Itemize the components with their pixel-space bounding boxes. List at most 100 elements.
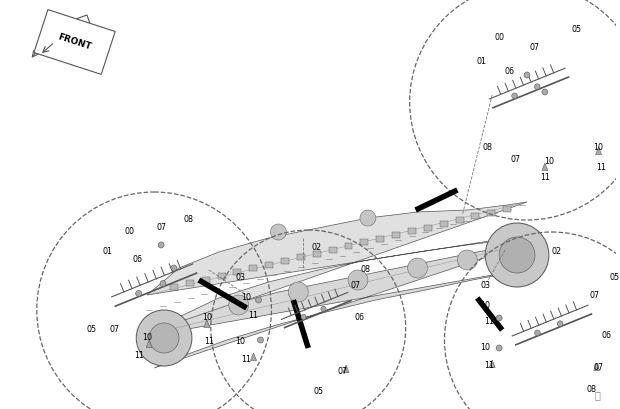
Bar [376,236,384,242]
Text: 03: 03 [480,281,490,290]
Text: 06: 06 [601,330,611,339]
Text: 10: 10 [242,294,252,303]
Text: 07: 07 [590,290,600,299]
Text: 00: 00 [124,227,135,236]
Text: 10: 10 [202,314,212,323]
Text: 11: 11 [484,360,494,369]
Circle shape [458,250,477,270]
Circle shape [158,242,164,248]
Circle shape [171,265,177,271]
Text: 11: 11 [484,317,494,326]
Text: 07: 07 [351,281,361,290]
Bar [329,247,337,253]
Circle shape [499,237,535,273]
Text: 07: 07 [593,364,604,373]
Circle shape [149,323,179,353]
Text: 08: 08 [361,265,371,274]
Circle shape [136,290,141,297]
Circle shape [348,270,368,290]
Circle shape [496,345,502,351]
Text: 06: 06 [355,314,365,323]
Circle shape [524,72,530,78]
Text: FRONT: FRONT [37,42,73,62]
Text: 05: 05 [313,387,323,396]
Text: 10: 10 [236,337,246,346]
Text: 05: 05 [609,274,619,283]
Bar [440,221,448,227]
Circle shape [229,295,249,315]
Text: 08: 08 [482,144,492,153]
Text: 01: 01 [102,247,112,256]
Text: 10: 10 [480,344,490,353]
Circle shape [485,223,549,287]
Polygon shape [154,242,532,368]
Text: 10: 10 [142,333,152,342]
Bar [170,284,178,290]
FancyBboxPatch shape [46,15,92,45]
Text: 06: 06 [132,256,142,265]
Bar [392,232,400,238]
Text: 10: 10 [593,144,604,153]
Polygon shape [147,202,527,335]
Text: 11: 11 [134,351,144,360]
Text: 07: 07 [530,43,540,52]
Bar [202,276,210,283]
Text: 07: 07 [338,368,348,377]
Text: 02: 02 [552,247,562,256]
Circle shape [360,210,376,226]
Text: 07: 07 [109,326,120,335]
Circle shape [512,93,518,99]
Polygon shape [593,363,600,371]
Circle shape [270,224,286,240]
Text: 03: 03 [236,274,246,283]
Circle shape [257,337,264,343]
Bar [503,206,511,212]
Text: ⓦ: ⓦ [595,390,601,400]
Text: 11: 11 [596,164,606,173]
Text: 08: 08 [587,386,596,395]
Circle shape [321,306,326,312]
Bar [360,239,368,245]
Bar [487,210,495,216]
Circle shape [288,282,308,302]
Bar [312,251,321,256]
Bar [471,213,479,220]
Text: 11: 11 [204,337,214,346]
Text: 05: 05 [572,25,582,34]
Text: FRONT: FRONT [56,32,92,52]
Circle shape [408,258,428,278]
Bar [265,262,273,268]
Circle shape [496,315,502,321]
Polygon shape [542,163,548,171]
Bar [297,254,305,260]
Circle shape [255,297,262,303]
Text: 00: 00 [494,34,504,43]
Bar [456,217,464,223]
Text: 11: 11 [242,355,252,364]
Bar [186,280,194,286]
Circle shape [534,84,540,90]
Circle shape [542,89,548,95]
Bar [234,269,241,275]
Circle shape [557,321,563,326]
Polygon shape [596,147,601,155]
Text: 01: 01 [476,58,486,67]
Polygon shape [343,365,349,373]
Circle shape [301,315,306,320]
Text: 11: 11 [249,310,259,319]
Text: 02: 02 [311,243,321,252]
Bar [408,228,416,234]
Circle shape [534,330,540,336]
Text: 10: 10 [480,301,490,310]
Text: 05: 05 [86,326,97,335]
Polygon shape [146,340,152,348]
Text: 10: 10 [544,157,554,166]
Bar [424,225,432,231]
Bar [345,243,352,249]
Text: 08: 08 [184,216,194,225]
Bar [281,258,289,264]
Bar [249,265,257,272]
Text: 07: 07 [510,155,520,164]
Text: 07: 07 [156,223,166,232]
Circle shape [160,281,166,287]
